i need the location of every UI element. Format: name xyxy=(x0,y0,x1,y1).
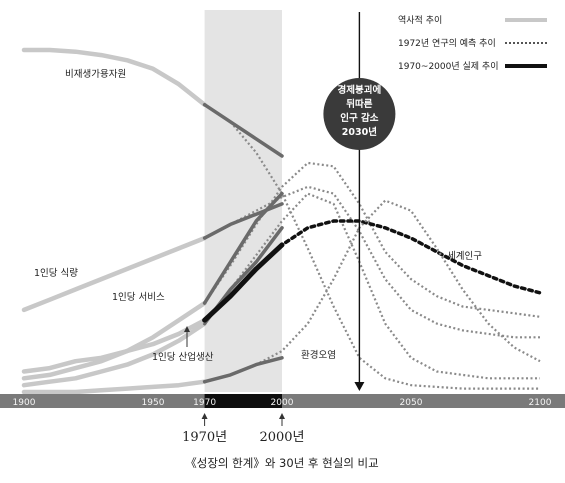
series-resources-historical xyxy=(21,47,207,107)
legend-label: 1970~2000년 실제 추이 xyxy=(398,61,498,72)
figure-caption: 《성장의 한계》와 30년 후 현실의 비교 xyxy=(185,456,378,470)
legend-label: 역사적 추이 xyxy=(398,14,442,26)
callout-line: 인구 감소 xyxy=(340,112,379,124)
series-population-actual xyxy=(202,242,285,323)
collapse-line-arrowhead xyxy=(354,382,365,391)
x-tick-label: 2000 xyxy=(271,398,294,408)
vline-layer xyxy=(354,12,365,391)
callout-line: 뒤따른 xyxy=(346,98,372,110)
label-food: 1인당 식량 xyxy=(34,267,78,279)
highlight-period-band xyxy=(204,10,282,392)
year-markers: 1970년 2000년 xyxy=(182,413,305,445)
x-tick-label: 1900 xyxy=(13,398,36,408)
label-population: 세계인구 xyxy=(447,250,482,262)
year-marker-arrowhead xyxy=(279,413,285,419)
series-layer xyxy=(21,47,542,395)
series-pollution-actual xyxy=(202,356,284,384)
series-pollution-historical xyxy=(21,379,207,395)
legend: 역사적 추이 1972년 연구의 예측 추이 1970~2000년 실제 추이 xyxy=(398,14,547,72)
industry-pointer-arrowhead xyxy=(184,326,190,332)
year-marker-arrowhead xyxy=(201,413,208,419)
callout-line: 경제붕괴에 xyxy=(338,84,382,96)
legend-label: 1972년 연구의 예측 추이 xyxy=(398,38,496,49)
series-food-historical xyxy=(21,235,207,313)
axis-highlight-segment xyxy=(204,394,282,408)
x-tick-label: 2050 xyxy=(400,398,423,408)
series-services-projection xyxy=(203,161,541,318)
x-axis: 1900 1950 1970 2000 2050 2100 xyxy=(0,394,565,408)
axis-bar xyxy=(0,394,565,408)
label-industry: 1인당 산업생산 xyxy=(152,351,214,363)
series-industry-historical xyxy=(21,321,207,388)
year-marker-label: 1970년 xyxy=(182,430,227,445)
label-services: 1인당 서비스 xyxy=(112,292,165,303)
callout-circle xyxy=(323,78,396,150)
callout-line: 2030년 xyxy=(342,126,377,138)
series-food-projection xyxy=(204,185,540,339)
x-tick-label: 1970 xyxy=(193,398,216,408)
series-resources-actual xyxy=(202,102,284,158)
label-resources: 비재생가용자원 xyxy=(65,69,126,80)
series-services-actual xyxy=(202,191,284,305)
label-pollution: 환경오염 xyxy=(301,349,336,361)
x-tick-label: 2100 xyxy=(529,398,552,408)
year-marker-label: 2000년 xyxy=(259,430,304,445)
x-tick-label: 1950 xyxy=(142,398,165,408)
series-population-historical xyxy=(21,317,207,374)
